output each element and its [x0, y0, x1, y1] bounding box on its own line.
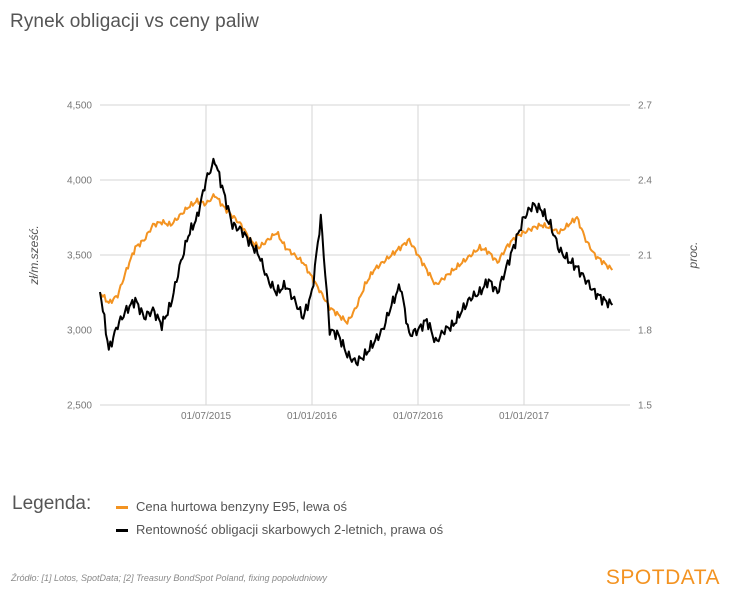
legend-heading: Legenda: [12, 493, 92, 514]
legend-item-bonds: Rentowność obligacji skarbowych 2-letnic… [116, 522, 443, 537]
x-tick-label: 01/01/2016 [287, 411, 337, 422]
chart-title: Rynek obligacji vs ceny paliw [10, 11, 259, 32]
x-tick-label: 01/01/2017 [499, 411, 549, 422]
right-tick-label: 1.5 [638, 401, 652, 412]
left-tick-label: 4,000 [67, 176, 92, 187]
right-tick-label: 2.7 [638, 101, 652, 112]
legend-item-gasoline: Cena hurtowa benzyny E95, lewa oś [116, 499, 347, 514]
brand-logo: SPOTDATA [605, 566, 720, 589]
x-tick-label: 01/07/2015 [181, 411, 231, 422]
left-tick-label: 2,500 [67, 401, 92, 412]
series-lines [99, 157, 614, 367]
legend-swatch-orange [116, 506, 128, 510]
gridlines [100, 104, 630, 406]
series-line-gasoline-price [99, 193, 614, 325]
right-tick-label: 2.1 [638, 251, 652, 262]
legend-swatch-black [116, 529, 128, 533]
right-tick-label: 2.4 [638, 176, 652, 187]
right-axis-ticks: 1.5 1.8 2.1 2.4 2.7 [638, 101, 652, 412]
x-tick-label: 01/07/2016 [393, 411, 443, 422]
left-axis-title: zł/m.sześć. [27, 225, 41, 285]
left-tick-label: 3,500 [67, 251, 92, 262]
right-tick-label: 1.8 [638, 326, 652, 337]
left-tick-label: 3,000 [67, 326, 92, 337]
series-line-bond-yield [99, 157, 614, 367]
source-note: Źródło: [1] Lotos, SpotData; [2] Treasur… [11, 573, 328, 583]
legend-label: Cena hurtowa benzyny E95, lewa oś [136, 499, 348, 514]
legend-label: Rentowność obligacji skarbowych 2-letnic… [136, 522, 444, 537]
left-tick-label: 4,500 [67, 101, 92, 112]
right-axis-title: proc. [686, 242, 700, 270]
left-axis-ticks: 2,500 3,000 3,500 4,000 4,500 [67, 101, 92, 412]
x-axis-ticks: 01/07/2015 01/01/2016 01/07/2016 01/01/2017 [181, 411, 549, 422]
